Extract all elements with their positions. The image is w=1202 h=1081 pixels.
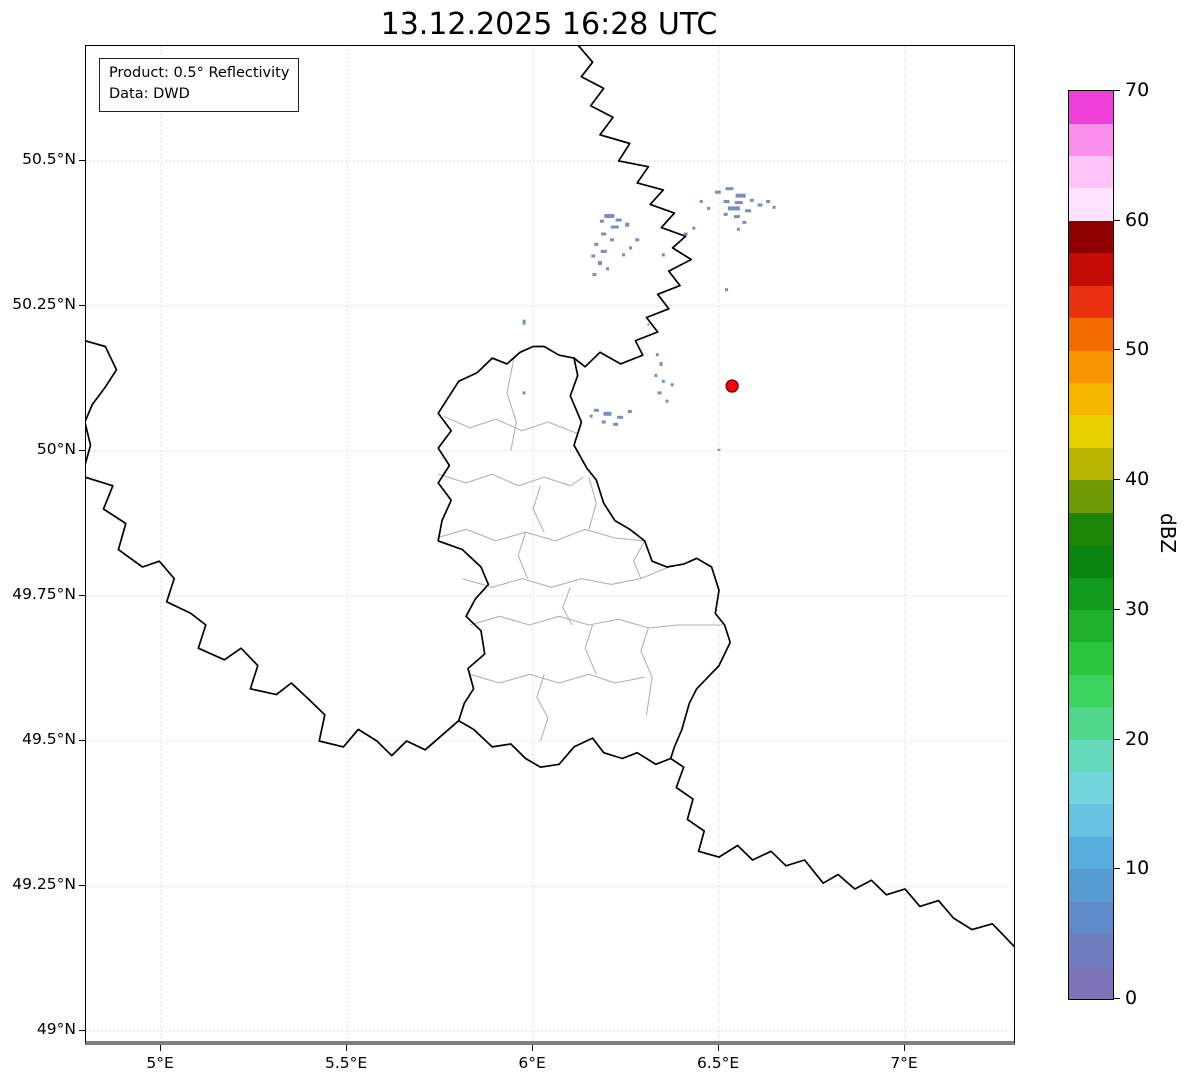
info-source-line: Data: DWD <box>109 86 190 103</box>
colorbar-tick-mark <box>1114 90 1120 91</box>
x-tick-label: 5.5°E <box>324 1054 368 1072</box>
colorbar-band <box>1069 772 1113 805</box>
x-tick-mark <box>160 1045 162 1051</box>
colorbar-tick-label: 0 <box>1125 987 1138 1009</box>
x-tick-mark <box>718 1045 720 1051</box>
colorbar-band <box>1069 188 1113 221</box>
colorbar-band <box>1069 156 1113 189</box>
colorbar-band <box>1069 869 1113 902</box>
colorbar-band <box>1069 642 1113 675</box>
map-canvas <box>86 46 1014 1041</box>
colorbar-tick-mark <box>1114 738 1120 740</box>
colorbar-band <box>1069 415 1113 448</box>
y-tick-mark <box>79 159 85 161</box>
colorbar-band <box>1069 545 1113 578</box>
colorbar-tick-label: 70 <box>1125 79 1150 101</box>
y-tick-label: 49°N <box>36 1020 76 1039</box>
colorbar-band <box>1069 318 1113 351</box>
colorbar-band <box>1069 707 1113 740</box>
y-tick-label: 49.5°N <box>22 730 76 749</box>
colorbar-band <box>1069 350 1113 383</box>
x-tick-mark <box>346 1045 348 1051</box>
colorbar-tick-mark <box>1114 349 1120 351</box>
y-tick-mark <box>79 449 85 451</box>
x-tick-label: 6°E <box>518 1054 546 1072</box>
colorbar-band <box>1069 91 1113 124</box>
y-tick-label: 50.5°N <box>22 149 76 168</box>
colorbar-band <box>1069 609 1113 643</box>
colorbar-tick-mark <box>1114 868 1120 870</box>
y-tick-mark <box>79 885 85 887</box>
colorbar-band <box>1069 739 1113 773</box>
y-tick-label: 50°N <box>36 439 76 458</box>
colorbar-band <box>1069 512 1113 546</box>
colorbar-tick-label: 60 <box>1125 208 1150 231</box>
plot-title: 13.12.2025 16:28 UTC <box>380 7 718 42</box>
x-tick-mark <box>904 1045 906 1051</box>
colorbar-tick-mark <box>1114 479 1120 481</box>
colorbar-band <box>1069 382 1113 416</box>
info-box: Product: 0.5° Reflectivity Data: DWD <box>99 58 300 113</box>
map-plot: Product: 0.5° Reflectivity Data: DWD <box>85 45 1015 1045</box>
x-tick-mark <box>532 1045 534 1051</box>
colorbar-tick-mark <box>1114 608 1120 610</box>
colorbar-tick-mark <box>1114 219 1120 221</box>
y-tick-label: 49.75°N <box>12 585 76 603</box>
colorbar-band <box>1069 674 1113 708</box>
colorbar-band <box>1069 804 1113 837</box>
colorbar-band <box>1069 901 1113 935</box>
x-tick-label: 7°E <box>890 1054 918 1072</box>
y-tick-label: 50.25°N <box>12 294 76 313</box>
colorbar-band <box>1069 934 1113 967</box>
colorbar-tick-label: 50 <box>1125 338 1150 361</box>
colorbar-band <box>1069 836 1113 870</box>
colorbar-tick-label: 20 <box>1125 727 1150 750</box>
x-tick-label: 6.5°E <box>696 1054 740 1072</box>
y-tick-label: 49.25°N <box>12 875 76 894</box>
colorbar-band <box>1069 966 1113 999</box>
colorbar-band <box>1069 447 1113 481</box>
colorbar-tick-label: 10 <box>1125 857 1150 880</box>
y-tick-mark <box>79 1030 85 1032</box>
colorbar-band <box>1069 480 1113 513</box>
colorbar-band <box>1069 123 1113 157</box>
colorbar-axis-label: dBZ <box>1156 513 1180 554</box>
colorbar-band <box>1069 220 1113 254</box>
y-tick-mark <box>79 304 85 306</box>
colorbar-band <box>1069 577 1113 610</box>
x-tick-label: 5°E <box>146 1054 174 1072</box>
colorbar-band <box>1069 285 1113 319</box>
colorbar <box>1068 90 1114 1000</box>
colorbar-band <box>1069 253 1113 286</box>
colorbar-tick-label: 30 <box>1125 597 1150 620</box>
info-product-line: Product: 0.5° Reflectivity <box>109 65 290 81</box>
colorbar-tick-mark <box>1114 998 1120 999</box>
y-tick-mark <box>79 595 85 596</box>
colorbar-tick-label: 40 <box>1125 468 1150 491</box>
y-tick-mark <box>79 740 85 742</box>
